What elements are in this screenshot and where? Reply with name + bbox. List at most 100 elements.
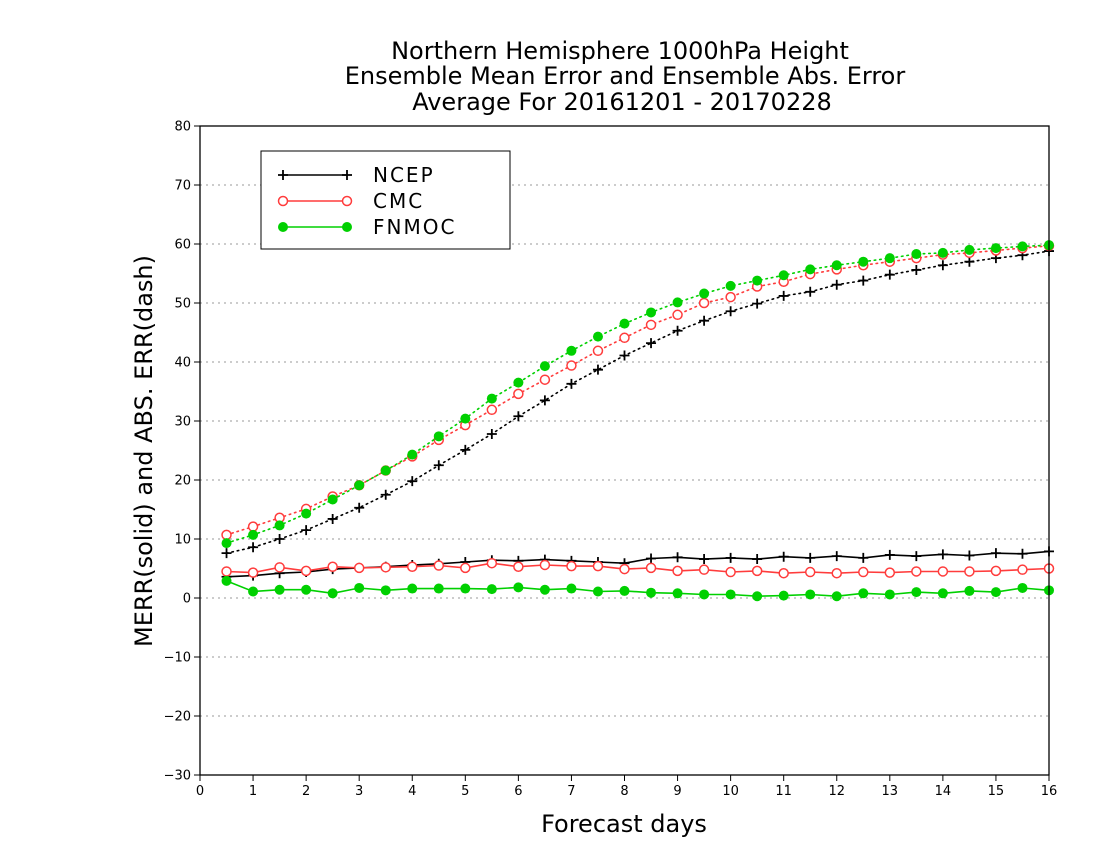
x-tick-label: 7 (567, 784, 575, 799)
ncep-abs-err-point (539, 395, 550, 406)
ncep-merr-point (884, 549, 895, 560)
title-line-1: Northern Hemisphere 1000hPa Height (391, 37, 849, 65)
y-tick-label: 50 (174, 297, 191, 312)
fnmoc-abs-err-point (646, 307, 657, 318)
cmc-merr-point (884, 567, 896, 578)
x-tick-label: 2 (302, 784, 310, 799)
x-tick-label: 6 (514, 784, 522, 799)
fnmoc-merr-point (805, 589, 816, 600)
fnmoc-merr-point (248, 586, 259, 597)
cmc-merr-point (672, 565, 683, 577)
ncep-merr-point (778, 551, 789, 562)
legend-box (260, 150, 511, 250)
fnmoc-abs-err-point (778, 270, 789, 281)
cmc-merr-point (751, 565, 763, 577)
fnmoc-abs-err-point (752, 275, 763, 286)
fnmoc-merr-point (380, 585, 391, 596)
fnmoc-abs-err-point (990, 243, 1001, 254)
cmc-abs-err-point (247, 521, 259, 532)
cmc-merr-point (804, 566, 816, 578)
cmc-merr-point (592, 560, 604, 572)
y-tick-label: −10 (164, 651, 191, 666)
y-tick-label: −30 (164, 769, 191, 784)
cmc-merr-point (433, 560, 445, 571)
fnmoc-abs-err-point (964, 244, 975, 255)
fnmoc-merr-point (831, 591, 842, 602)
cmc-merr-point (831, 567, 842, 579)
fnmoc-abs-err-point (831, 260, 842, 271)
fnmoc-merr-point (592, 586, 603, 597)
fnmoc-abs-err-point (1017, 241, 1028, 252)
fnmoc-abs-err-line (225, 244, 1050, 544)
fnmoc-abs-err-point (858, 256, 869, 267)
x-tick-label: 4 (408, 784, 416, 799)
fnmoc-merr-point (672, 588, 683, 599)
ncep-abs-err-point (566, 378, 577, 389)
legend-label-fnmoc: FNMOC (373, 215, 456, 239)
cmc-merr-point (964, 566, 975, 577)
ncep-abs-err-point (354, 502, 365, 513)
ncep-abs-err-point (646, 338, 657, 349)
cmc-merr-point (486, 557, 498, 569)
fnmoc-abs-err-point (486, 393, 497, 404)
ncep-abs-err-point (248, 542, 259, 553)
cmc-merr-point (221, 566, 232, 577)
ncep-abs-err-point (911, 264, 922, 275)
ncep-abs-err-point (327, 513, 338, 524)
x-tick-label: 8 (620, 784, 628, 799)
cmc-merr-point (300, 565, 312, 577)
ncep-abs-err-point (407, 476, 418, 487)
fnmoc-abs-err-point (805, 264, 816, 275)
ncep-abs-err-point (858, 275, 869, 286)
y-tick-label: 70 (174, 179, 191, 194)
fnmoc-abs-err-point (354, 480, 365, 491)
ncep-abs-err-point (486, 428, 497, 439)
cmc-merr-point (460, 562, 471, 574)
fnmoc-merr-point (274, 584, 285, 595)
title-line-3: Average For 20161201 - 20170228 (412, 88, 832, 116)
cmc-merr-point (990, 565, 1002, 577)
x-tick-label: 15 (988, 784, 1005, 799)
cmc-merr-point (725, 566, 736, 578)
series-layer (221, 240, 1055, 602)
fnmoc-abs-err-point (619, 318, 630, 329)
x-tick-label: 11 (775, 784, 792, 799)
ncep-merr-point (1017, 548, 1028, 559)
fnmoc-merr-point (778, 590, 789, 601)
ncep-merr-point (699, 554, 710, 565)
x-tick-label: 0 (196, 784, 204, 799)
ncep-abs-err-point (301, 525, 312, 536)
fnmoc-merr-point (221, 575, 232, 586)
fnmoc-abs-err-point (221, 538, 232, 549)
fnmoc-merr-point (539, 584, 550, 595)
series-cmc (221, 240, 1055, 579)
cmc-abs-err-point (645, 319, 657, 331)
ncep-abs-err-point (831, 279, 842, 290)
ncep-merr-point (937, 549, 948, 560)
fnmoc-merr-point (752, 591, 763, 602)
cmc-abs-err-point (698, 297, 710, 309)
y-tick-label: 40 (174, 356, 191, 371)
fnmoc-abs-err-point (884, 253, 895, 264)
x-tick-label: 16 (1041, 784, 1058, 799)
fnmoc-abs-err-point (513, 377, 524, 388)
ncep-abs-err-line (225, 250, 1050, 555)
fnmoc-abs-err-point (672, 297, 683, 308)
y-tick-label: 20 (174, 474, 191, 489)
ncep-abs-err-point (778, 290, 789, 301)
ncep-merr-line (226, 550, 1050, 578)
x-tick-label: 1 (249, 784, 257, 799)
cmc-merr-point (407, 561, 418, 572)
x-tick-label: 14 (935, 784, 952, 799)
ncep-abs-err-point (752, 298, 763, 309)
fnmoc-merr-point (1017, 582, 1028, 593)
ncep-abs-err-point (725, 306, 736, 317)
cmc-abs-err-point (592, 345, 604, 357)
ncep-abs-err-point (884, 269, 895, 280)
fnmoc-merr-point (884, 589, 895, 600)
cmc-abs-err-point (513, 388, 524, 400)
y-axis-label: MERR(solid) and ABS. ERR(dash) (130, 255, 158, 647)
ncep-merr-point (805, 552, 816, 563)
